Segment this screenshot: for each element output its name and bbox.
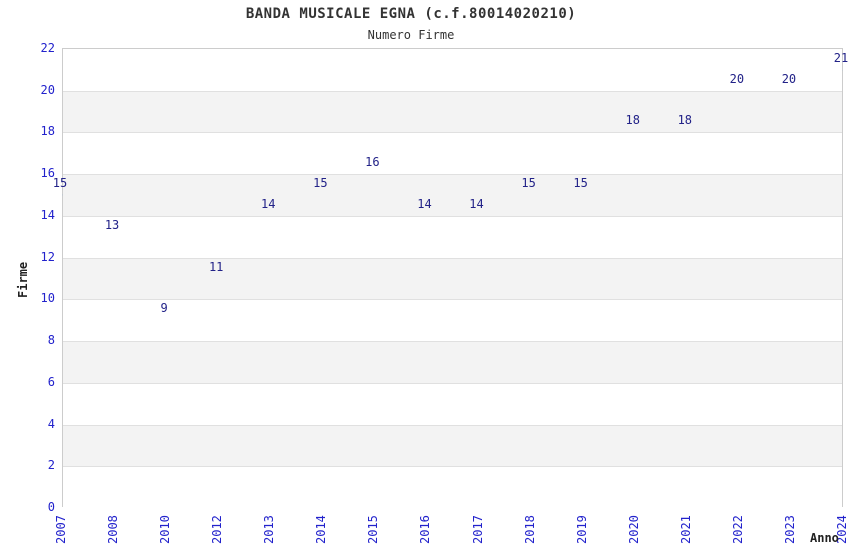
- y-tick-label: 12: [40, 249, 55, 264]
- data-point-label: 15: [573, 176, 588, 191]
- plot-band: [63, 382, 842, 425]
- y-tick-label: 2: [47, 458, 55, 473]
- x-tick-label: 2010: [158, 515, 173, 544]
- data-point-label: 16: [365, 155, 380, 170]
- data-point-label: 20: [781, 71, 797, 86]
- x-tick-label: 2008: [106, 515, 121, 544]
- y-tick-label: 20: [40, 82, 55, 97]
- data-point-label: 15: [52, 176, 68, 191]
- x-tick-label: 2017: [470, 515, 485, 544]
- data-point-label: 18: [625, 113, 640, 128]
- data-point-label: 14: [261, 196, 276, 211]
- y-tick-label: 18: [40, 124, 55, 139]
- data-point-label: 18: [677, 113, 693, 128]
- x-tick-label: 2013: [262, 515, 277, 544]
- chart-subtitle: Numero Firme: [367, 28, 455, 42]
- gridline: [63, 132, 842, 134]
- data-point-label: 13: [104, 217, 120, 232]
- x-tick-label: 2022: [730, 515, 745, 544]
- gridline: [63, 90, 842, 92]
- plot-band: [63, 341, 842, 383]
- data-point-label: 15: [521, 176, 536, 191]
- x-tick-label: 2023: [782, 515, 797, 544]
- x-tick-label: 2018: [522, 515, 537, 544]
- x-tick-label: 2020: [626, 515, 641, 544]
- gridline: [63, 174, 842, 176]
- x-tick-label: 2007: [54, 515, 68, 544]
- plot-band: [63, 132, 842, 175]
- chart-title: BANDA MUSICALE EGNA (c.f.80014020210): [245, 6, 577, 22]
- gridline: [63, 382, 842, 384]
- data-point-label: 9: [160, 301, 168, 316]
- data-point-label: 15: [313, 176, 328, 191]
- y-tick-label: 6: [47, 374, 55, 389]
- gridline: [63, 424, 842, 426]
- plot-band: [63, 257, 842, 300]
- data-point-label: 14: [469, 196, 484, 211]
- y-tick-label: 8: [47, 333, 55, 348]
- plot-band: [63, 90, 842, 133]
- plot-area: [62, 48, 843, 508]
- plot-band: [63, 174, 842, 216]
- data-point-label: 20: [729, 71, 745, 86]
- y-tick-label: 22: [40, 41, 55, 55]
- y-tick-label: 10: [40, 291, 55, 306]
- x-tick-label: 2012: [210, 515, 225, 544]
- plot-band: [63, 299, 842, 342]
- plot-band: [63, 215, 842, 258]
- gridline: [63, 257, 842, 259]
- gridline: [63, 299, 842, 301]
- gridline: [63, 466, 842, 468]
- plot-band: [63, 466, 842, 508]
- data-point-label: 21: [833, 50, 849, 65]
- plot-band: [63, 424, 842, 467]
- y-tick-label: 16: [40, 166, 55, 181]
- y-tick-label: 4: [47, 416, 55, 431]
- x-axis-title: Anno: [810, 531, 839, 545]
- x-tick-label: 2016: [418, 515, 433, 544]
- y-axis-title: Firme: [16, 261, 30, 298]
- plot-band: [63, 49, 842, 91]
- data-point-label: 11: [208, 259, 224, 274]
- gridline: [63, 341, 842, 343]
- x-tick-label: 2014: [314, 515, 329, 544]
- y-tick-label: 14: [40, 207, 55, 222]
- x-tick-label: 2019: [574, 515, 589, 544]
- y-tick-label: 0: [47, 500, 55, 514]
- x-tick-label: 2021: [678, 515, 693, 544]
- x-tick-label: 2015: [366, 515, 381, 544]
- data-point-label: 14: [417, 196, 432, 211]
- gridline: [63, 215, 842, 217]
